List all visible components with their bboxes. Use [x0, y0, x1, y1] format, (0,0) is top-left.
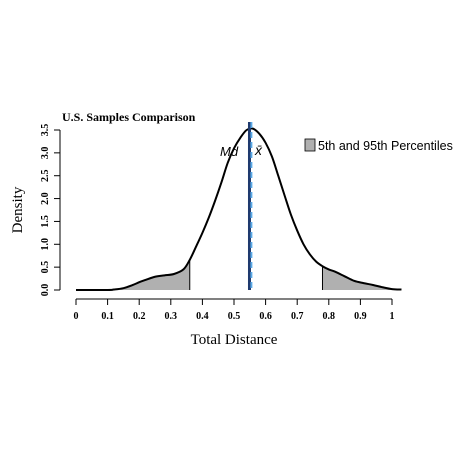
- y-tick-label: 0.0: [40, 284, 51, 297]
- y-tick-label: 2.5: [40, 169, 51, 182]
- x-tick-label: 0.9: [354, 311, 367, 322]
- x-tick-label: 1: [390, 311, 395, 322]
- y-tick-label: 3.0: [40, 147, 51, 160]
- y-tick-label: 2.0: [40, 192, 51, 205]
- shaded-region-2: [322, 266, 402, 290]
- x-axis-label: Total Distance: [191, 332, 278, 348]
- x-tick-label: 0.1: [101, 311, 114, 322]
- y-tick-label: 1.0: [40, 238, 51, 251]
- shaded-region-1: [113, 259, 190, 290]
- legend-swatch: [304, 138, 316, 152]
- x-tick-label: 0.7: [291, 311, 304, 322]
- x-ticks: 0 0.1 0.2 0.3 0.4 0.5 0.6 0.7 0.8 0.9 1: [74, 299, 395, 322]
- y-tick-label: 3.5: [40, 124, 51, 137]
- y-tick-label: 1.5: [40, 215, 51, 228]
- y-tick-label: 0.5: [40, 261, 51, 274]
- x-tick-label: 0.6: [259, 311, 272, 322]
- x-tick-label: 0.5: [228, 311, 241, 322]
- x-tick-label: 0.4: [196, 311, 209, 322]
- mean-label: x̄: [254, 142, 263, 158]
- y-ticks: 0.0 0.5 1.0 1.5 2.0 2.5 3.0 3.5: [40, 124, 60, 297]
- median-label: Md: [220, 144, 239, 159]
- percentile-shading: [113, 259, 402, 290]
- chart-title: U.S. Samples Comparison: [62, 110, 196, 124]
- x-tick-label: 0.3: [165, 311, 178, 322]
- legend-label: 5th and 95th Percentiles: [318, 139, 453, 153]
- y-axis-label: Density: [10, 186, 26, 233]
- x-tick-label: 0: [74, 311, 79, 322]
- x-tick-label: 0.8: [323, 311, 336, 322]
- reference-lines: [247, 122, 253, 290]
- x-tick-label: 0.2: [133, 311, 146, 322]
